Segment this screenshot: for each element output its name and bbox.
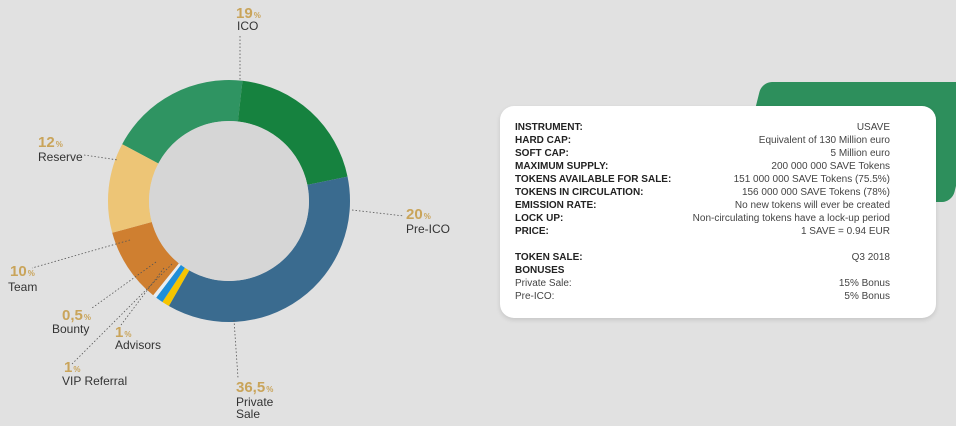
percent-symbol: % bbox=[56, 140, 63, 149]
slice-percent-team: 10% bbox=[10, 263, 35, 280]
slice-label-pre-ico: Pre-ICO bbox=[406, 222, 450, 236]
percent-symbol: % bbox=[254, 11, 261, 20]
slice-label-bounty: Bounty bbox=[52, 322, 89, 336]
bonus-key: Private Sale: bbox=[515, 278, 572, 289]
slice-percent-bounty: 0,5% bbox=[62, 307, 91, 324]
leader-line-advisors bbox=[120, 267, 165, 326]
info-value: Non-circulating tokens have a lock-up pe… bbox=[692, 213, 890, 224]
info-key: TOKENS AVAILABLE FOR SALE: bbox=[515, 174, 672, 185]
bonus-rows: Private Sale: 15% Bonus Pre-ICO: 5% Bonus bbox=[515, 277, 890, 303]
info-value: 5 Million euro bbox=[830, 148, 890, 159]
slice-reserve bbox=[107, 144, 159, 233]
slice-bounty bbox=[153, 263, 181, 298]
info-key: TOKENS IN CIRCULATION: bbox=[515, 187, 644, 198]
info-key: HARD CAP: bbox=[515, 135, 572, 146]
slice-percent-advisors: 1% bbox=[115, 324, 131, 341]
donut-slices bbox=[107, 79, 350, 322]
bonuses-title: BONUSES bbox=[515, 265, 565, 276]
token-sale-key: TOKEN SALE: bbox=[515, 252, 583, 263]
info-value: USAVE bbox=[856, 122, 890, 133]
leader-line-reserve bbox=[83, 154, 119, 161]
percent-symbol: % bbox=[84, 313, 91, 322]
bonus-value: 15% Bonus bbox=[838, 278, 890, 289]
slice-private-sale bbox=[168, 176, 350, 322]
bonus-row: Private Sale: 15% Bonus bbox=[515, 277, 890, 290]
info-rows: INSTRUMENT: USAVE HARD CAP: Equivalent of 1… bbox=[515, 121, 890, 238]
info-key: SOFT CAP: bbox=[515, 148, 569, 159]
percent-symbol: % bbox=[266, 385, 273, 394]
slice-label-private-sale: Private bbox=[236, 395, 274, 409]
info-row: INSTRUMENT: USAVE bbox=[515, 121, 890, 134]
info-value: Equivalent of 130 Million euro bbox=[758, 135, 890, 146]
info-row: PRICE: 1 SAVE = 0.94 EUR bbox=[515, 225, 890, 238]
token-sale-row: TOKEN SALE: Q3 2018 bbox=[515, 251, 890, 264]
info-key: EMISSION RATE: bbox=[515, 200, 597, 211]
slice-percent-reserve: 12% bbox=[38, 134, 63, 151]
slice-label-vip-referral: VIP Referral bbox=[62, 374, 127, 388]
bonuses-title-row: BONUSES bbox=[515, 264, 890, 277]
percent-symbol: % bbox=[424, 212, 431, 221]
leader-line-pre-ico bbox=[351, 209, 405, 217]
percent-value: 10 bbox=[10, 263, 27, 280]
info-row: EMISSION RATE: No new tokens will ever be… bbox=[515, 199, 890, 212]
info-row: MAXIMUM SUPPLY: 200 000 000 SAVE Tokens bbox=[515, 160, 890, 173]
leader-line-bounty bbox=[91, 261, 157, 309]
info-key: MAXIMUM SUPPLY: bbox=[515, 161, 609, 172]
slice-label-ico: ICO bbox=[237, 19, 258, 33]
slice-percent-private-sale: 36,5% bbox=[236, 379, 273, 396]
percent-symbol: % bbox=[73, 365, 80, 374]
info-row: SOFT CAP: 5 Million euro bbox=[515, 147, 890, 160]
slice-advisors bbox=[156, 264, 185, 303]
info-row: TOKENS AVAILABLE FOR SALE: 151 000 000 SA… bbox=[515, 173, 890, 186]
leader-line-private-sale bbox=[233, 319, 239, 379]
info-row: TOKENS IN CIRCULATION: 156 000 000 SAVE T… bbox=[515, 186, 890, 199]
info-value: 200 000 000 SAVE Tokens bbox=[771, 161, 890, 172]
leader-line-team bbox=[31, 239, 131, 269]
slice-vip-referral bbox=[162, 267, 190, 306]
percent-value: 36,5 bbox=[236, 379, 265, 396]
slice-percent-pre-ico: 20% bbox=[406, 206, 431, 223]
slice-pre-ico bbox=[237, 80, 348, 185]
bonus-key: Pre-ICO: bbox=[515, 291, 555, 302]
slice-percent-ico: 19% bbox=[236, 5, 261, 22]
percent-symbol: % bbox=[28, 269, 35, 278]
info-key: LOCK UP: bbox=[515, 213, 564, 224]
percent-value: 1 bbox=[115, 324, 123, 341]
slice-label-team: Team bbox=[8, 280, 37, 294]
donut-hole bbox=[149, 121, 309, 281]
info-value: No new tokens will ever be created bbox=[734, 200, 890, 211]
info-key: PRICE: bbox=[515, 226, 549, 237]
percent-value: 19 bbox=[236, 5, 253, 22]
slice-ico bbox=[122, 79, 243, 164]
slice-label-private-sale: Sale bbox=[236, 407, 260, 421]
info-key: INSTRUMENT: bbox=[515, 122, 583, 133]
slice-label-reserve: Reserve bbox=[38, 150, 83, 164]
slice-label-advisors: Advisors bbox=[115, 338, 161, 352]
info-value: 151 000 000 SAVE Tokens (75.5%) bbox=[733, 174, 890, 185]
token-sale-value: Q3 2018 bbox=[851, 252, 890, 263]
info-value: 156 000 000 SAVE Tokens (78%) bbox=[741, 187, 890, 198]
percent-value: 12 bbox=[38, 134, 55, 151]
percent-value: 1 bbox=[64, 359, 72, 376]
bonus-row: Pre-ICO: 5% Bonus bbox=[515, 290, 890, 303]
info-value: 1 SAVE = 0.94 EUR bbox=[800, 226, 890, 237]
slice-percent-vip-referral: 1% bbox=[64, 359, 80, 376]
percent-value: 20 bbox=[406, 206, 423, 223]
bonus-value: 5% Bonus bbox=[844, 291, 890, 302]
info-row: HARD CAP: Equivalent of 130 Million euro bbox=[515, 134, 890, 147]
percent-value: 0,5 bbox=[62, 307, 83, 324]
leader-line-vip-referral bbox=[71, 263, 173, 365]
info-spacer bbox=[515, 238, 890, 251]
percent-symbol: % bbox=[124, 330, 131, 339]
info-row: LOCK UP: Non-circulating tokens have a lo… bbox=[515, 212, 890, 225]
token-info-card: INSTRUMENT: USAVE HARD CAP: Equivalent of 1… bbox=[500, 106, 936, 318]
